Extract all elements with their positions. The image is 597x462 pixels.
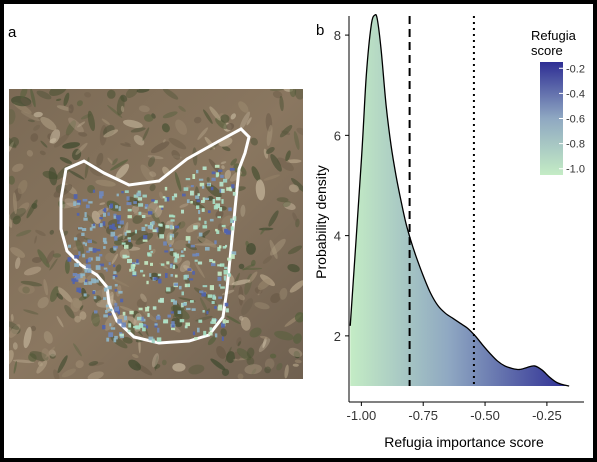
x-tick-label: -0.75: [408, 408, 438, 423]
legend-tick-label: -1.0: [566, 164, 585, 176]
x-tick-label: -0.25: [532, 408, 562, 423]
density-curve: [349, 14, 570, 387]
x-ticks: -1.00 -0.75 -0.50 -0.25: [347, 402, 562, 423]
satellite-map-image: [9, 89, 303, 379]
legend: Refugia score -0.2 -0.4 -0.6 -0.8 -1.0: [531, 28, 585, 176]
y-tick-label: 2: [334, 329, 341, 344]
density-chart: -1.00 -0.75 -0.50 -0.25 2 4 6 8 Refugia import…: [313, 14, 585, 450]
legend-ticks: -0.2 -0.4 -0.6 -0.8 -1.0: [559, 63, 585, 176]
x-tick-label: -0.50: [470, 408, 500, 423]
y-axis-label: Probability density: [313, 165, 329, 279]
refugia-points: [67, 164, 237, 344]
legend-title-line1: Refugia: [531, 28, 577, 43]
legend-colorbar: [540, 62, 563, 175]
y-tick-label: 6: [334, 128, 341, 143]
x-axis-label: Refugia importance score: [384, 434, 544, 450]
y-tick-label: 8: [334, 28, 341, 43]
density-area: [350, 14, 570, 386]
legend-title-line2: score: [531, 43, 563, 58]
y-ticks: 2 4 6 8: [334, 28, 349, 344]
panel-b-label: b: [316, 22, 325, 39]
x-tick-label: -1.00: [347, 408, 377, 423]
legend-tick-label: -0.8: [566, 139, 585, 151]
panel-a-label: a: [8, 24, 17, 41]
legend-tick-label: -0.4: [566, 88, 585, 100]
y-tick-label: 4: [334, 229, 341, 244]
legend-tick-label: -0.2: [566, 63, 585, 75]
satellite-map: [9, 89, 303, 379]
legend-tick-label: -0.6: [566, 114, 585, 126]
